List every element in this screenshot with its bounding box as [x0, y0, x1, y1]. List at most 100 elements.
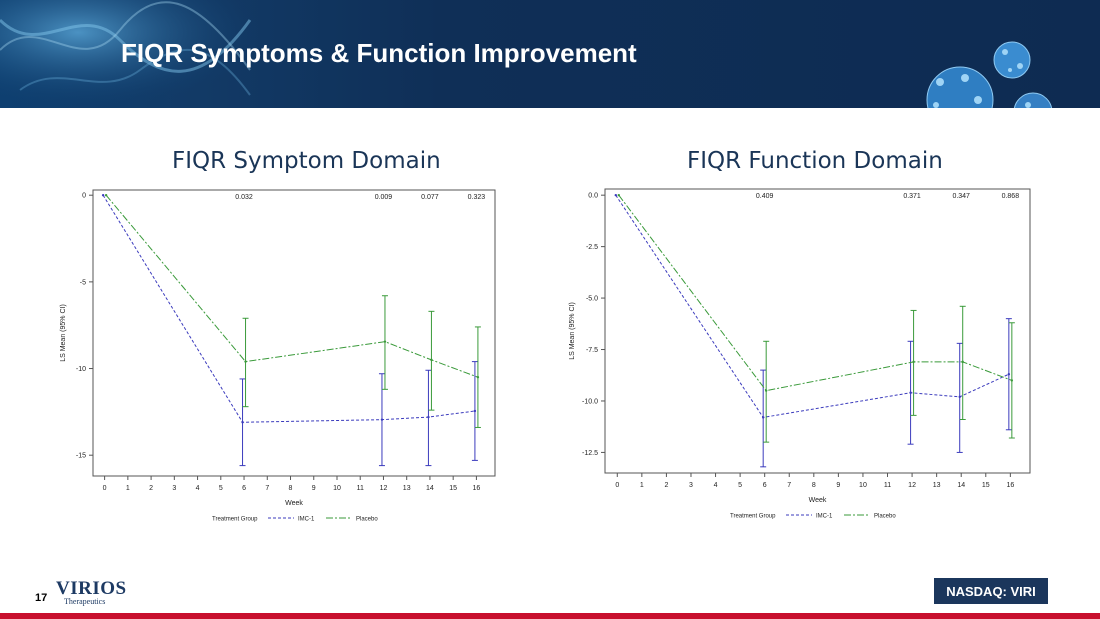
y-tick-label: -12.5	[582, 450, 598, 457]
plot-frame	[92, 189, 496, 477]
x-tick-label: 15	[449, 485, 457, 492]
y-tick-label: -15	[76, 453, 86, 460]
x-tick-label: 7	[265, 485, 269, 492]
header-banner: FIQR Symptoms & Function Improvement	[0, 0, 1100, 108]
x-tick-label: 9	[836, 482, 840, 489]
x-axis-label: Week	[809, 497, 827, 504]
y-tick-label: -2.5	[586, 244, 598, 251]
y-tick-label: -10.0	[582, 398, 598, 405]
x-tick-label: 8	[812, 482, 816, 489]
x-tick-label: 6	[242, 485, 246, 492]
x-tick-label: 1	[126, 485, 130, 492]
x-tick-label: 4	[196, 485, 200, 492]
p-value-label: 0.009	[375, 194, 393, 201]
y-tick-label: -5.0	[586, 296, 598, 303]
x-tick-label: 9	[312, 485, 316, 492]
x-tick-label: 11	[357, 485, 364, 492]
data-point	[912, 360, 915, 364]
legend-entry: Placebo	[874, 514, 896, 520]
legend-entry: IMC-1	[816, 514, 833, 520]
data-point	[617, 193, 620, 197]
x-tick-label: 16	[1006, 482, 1014, 489]
plot-frame	[604, 188, 1031, 474]
dna-strand-graphic	[0, 0, 260, 108]
y-tick-label: 0	[82, 193, 86, 200]
p-value-label: 0.371	[903, 193, 921, 200]
data-point	[244, 360, 247, 363]
series-line-placebo	[618, 194, 1013, 392]
data-point	[101, 194, 105, 197]
legend-entry: Placebo	[356, 517, 378, 523]
x-tick-label: 10	[859, 482, 867, 489]
x-tick-label: 3	[172, 485, 176, 492]
data-point	[473, 409, 477, 413]
series-line-placebo	[105, 194, 479, 378]
series-line-imc-1	[615, 194, 1010, 418]
x-tick-label: 0	[615, 482, 619, 489]
p-value-label: 0.077	[421, 194, 439, 201]
p-value-label: 0.409	[756, 193, 774, 200]
function-domain-chart: 0 1 2 3 4 5 6 7 8 9 10 11 12 13 14 15 160.0-2.5-5.0-7.5-…	[569, 188, 1031, 520]
data-point	[958, 395, 961, 399]
p-value-label: 0.868	[1002, 193, 1020, 200]
x-tick-label: 5	[738, 482, 742, 489]
data-point	[241, 421, 244, 424]
series-line-imc-1	[102, 194, 475, 423]
virus-graphic	[926, 41, 1053, 108]
data-point	[1010, 379, 1014, 382]
data-point	[1007, 373, 1011, 376]
data-point	[383, 340, 387, 343]
slide-title: FIQR Symptoms & Function Improvement	[121, 38, 637, 68]
x-tick-label: 7	[787, 482, 791, 489]
data-point	[614, 193, 617, 197]
chart-heading-symptom: FIQR Symptom Domain	[172, 148, 441, 174]
data-point	[761, 416, 765, 419]
y-tick-label: -10	[76, 366, 86, 373]
x-tick-label: 16	[473, 485, 481, 492]
y-axis-label: LS Mean (95% CI)	[569, 302, 576, 360]
x-tick-label: 12	[380, 485, 388, 492]
logo-wordmark: VIRIOS	[56, 578, 127, 599]
x-tick-label: 6	[763, 482, 767, 489]
p-value-label: 0.347	[952, 193, 970, 200]
x-tick-label: 2	[664, 482, 668, 489]
y-tick-label: -5	[80, 279, 86, 286]
y-axis-label: LS Mean (95% CI)	[60, 304, 67, 362]
data-point	[909, 391, 912, 394]
x-tick-label: 4	[714, 482, 718, 489]
data-point	[380, 418, 384, 421]
x-axis-label: Week	[285, 500, 303, 507]
p-value-label: 0.032	[235, 194, 253, 201]
x-tick-label: 1	[640, 482, 644, 489]
x-tick-label: 12	[908, 482, 916, 489]
ticker-badge: NASDAQ: VIRI	[934, 578, 1048, 604]
x-tick-label: 10	[333, 485, 341, 492]
legend-entry: IMC-1	[298, 517, 315, 523]
x-tick-label: 0	[103, 485, 107, 492]
data-point	[430, 358, 433, 362]
company-logo: VIRIOS Therapeutics	[56, 578, 127, 606]
symptom-domain-chart: 0 1 2 3 4 5 6 7 8 9 10 11 12 13 14 15 160-5-10-15WeekLS …	[60, 189, 496, 523]
x-tick-label: 14	[426, 485, 434, 492]
x-tick-label: 8	[289, 485, 293, 492]
data-point	[104, 194, 108, 197]
y-tick-label: -7.5	[586, 347, 598, 354]
x-tick-label: 13	[403, 485, 411, 492]
data-point	[961, 360, 964, 364]
x-tick-label: 14	[957, 482, 965, 489]
x-tick-label: 13	[933, 482, 941, 489]
x-tick-label: 15	[982, 482, 990, 489]
x-tick-label: 2	[149, 485, 153, 492]
footer-accent-bar	[0, 613, 1100, 619]
x-tick-label: 3	[689, 482, 693, 489]
page-number: 17	[35, 592, 48, 604]
data-point	[476, 376, 480, 379]
x-tick-label: 11	[884, 482, 891, 489]
x-tick-label: 5	[219, 485, 223, 492]
data-point	[427, 415, 430, 419]
logo-subtitle: Therapeutics	[64, 597, 106, 606]
legend-title: Treatment Group	[730, 514, 776, 520]
legend-title: Treatment Group	[212, 517, 258, 523]
p-value-label: 0.323	[468, 194, 486, 201]
y-tick-label: 0.0	[588, 193, 598, 200]
